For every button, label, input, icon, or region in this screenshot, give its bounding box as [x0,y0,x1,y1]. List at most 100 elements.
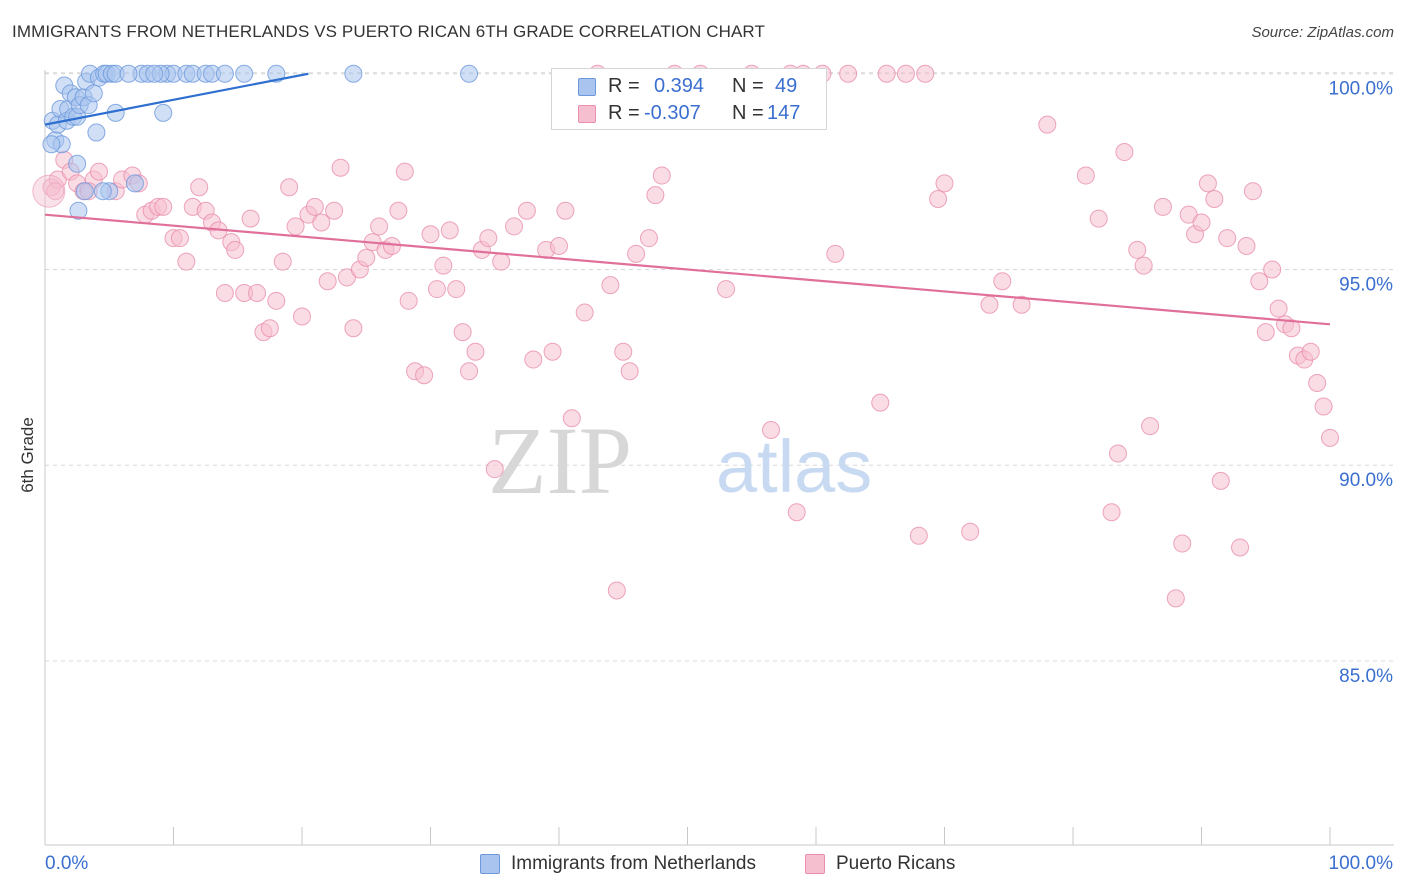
puerto-ricans-point [357,248,376,267]
stats-row-puerto-ricans: R = -0.307 N = 147 [552,99,826,127]
puerto-ricans-point [652,166,671,185]
puerto-ricans-point [1218,229,1237,248]
puerto-ricans-point [1102,503,1121,522]
puerto-ricans-point [305,197,324,216]
puerto-ricans-point [1134,256,1153,275]
puerto-ricans-point [485,460,504,479]
x-tick-label-min: 0.0% [45,853,88,874]
chart-title: IMMIGRANTS FROM NETHERLANDS VS PUERTO RI… [12,22,765,41]
puerto-ricans-point [505,217,524,236]
puerto-ricans-point [1301,342,1320,361]
puerto-ricans-point [280,178,299,197]
puerto-ricans-point [415,366,434,385]
y-tick-label: 100.0% [1329,79,1394,100]
puerto-ricans-point [286,217,305,236]
netherlands-points [42,64,479,220]
puerto-ricans-point [318,272,337,291]
puerto-ricans-point [620,362,639,381]
watermark-atlas: atlas [716,425,872,508]
puerto-ricans-point [1173,534,1192,553]
tick-labels: 85.0% 90.0% 95.0% 100.0% 0.0% 100.0% [45,79,1393,874]
puerto-ricans-point [427,280,446,299]
puerto-ricans-point [260,319,279,338]
netherlands-point [69,201,88,220]
puerto-ricans-point [980,295,999,314]
puerto-ricans-point [440,221,459,240]
netherlands-swatch [578,78,596,96]
legend-puerto-ricans-swatch [805,854,825,874]
grid-lines [45,72,1394,662]
puerto-ricans-point [395,162,414,181]
puerto-ricans-point [331,158,350,177]
puerto-ricans-point [479,229,498,248]
puerto-ricans-point [447,280,466,299]
puerto-ricans-point [267,291,286,310]
puerto-ricans-point [46,182,65,201]
stats-legend: R = 0.394 N = 49 R = -0.307 N = 147 [551,68,827,130]
legend-netherlands-label: Immigrants from Netherlands [511,853,756,874]
puerto-ricans-point [89,162,108,181]
puerto-ricans-point [325,201,344,220]
netherlands-point [344,64,363,83]
puerto-ricans-point [896,64,915,83]
puerto-ricans-point [877,64,896,83]
puerto-ricans-point [787,503,806,522]
puerto-ricans-point [1314,397,1333,416]
puerto-ricans-point [575,303,594,322]
puerto-ricans-point [389,201,408,220]
puerto-ricans-point [1256,323,1275,342]
n-label: N = [732,102,764,124]
puerto-ricans-point [1115,143,1134,162]
stats-row-netherlands: R = 0.394 N = 49 [552,72,826,100]
n-label: N = [732,75,764,97]
watermark: ZIP atlas [488,407,872,514]
puerto-ricans-point [492,252,511,271]
puerto-ricans-point [344,319,363,338]
netherlands-point [460,64,479,83]
puerto-ricans-point [601,276,620,295]
legend-puerto-ricans-label: Puerto Ricans [836,853,956,874]
puerto-ricans-point [614,342,633,361]
x-tick-label-max: 100.0% [1329,853,1394,874]
puerto-ricans-point [226,240,245,259]
puerto-ricans-point [1166,589,1185,608]
puerto-ricans-point [935,174,954,193]
puerto-ricans-point [916,64,935,83]
puerto-ricans-point [170,229,189,248]
puerto-ricans-point [1089,209,1108,228]
netherlands-point [84,84,103,103]
watermark-zip: ZIP [488,407,632,514]
puerto-ricans-point [1153,197,1172,216]
puerto-ricans-point [556,201,575,220]
puerto-ricans-swatch [578,105,596,123]
r-value: 0.394 [654,75,705,97]
netherlands-point [42,135,61,154]
puerto-ricans-point [562,409,581,428]
netherlands-point [75,182,94,201]
puerto-ricans-point [273,252,292,271]
series-legend: Immigrants from Netherlands Puerto Rican… [0,852,1406,878]
puerto-ricans-point [909,526,928,545]
puerto-ricans-point [646,186,665,205]
puerto-ricans-point [1231,538,1250,557]
puerto-ricans-point [466,342,485,361]
source-label: Source: ZipAtlas.com [1251,24,1394,41]
puerto-ricans-point [1282,319,1301,338]
puerto-ricans-point [1269,299,1288,318]
puerto-ricans-point [826,244,845,263]
puerto-ricans-point [190,178,209,197]
legend-netherlands-swatch [480,854,500,874]
puerto-ricans-point [177,252,196,271]
puerto-ricans-point [1263,260,1282,279]
puerto-ricans-point [1308,374,1327,393]
y-tick-label: 90.0% [1339,470,1393,491]
netherlands-point [125,174,144,193]
netherlands-point [154,103,173,122]
puerto-ricans-point [241,209,260,228]
puerto-ricans-point [1237,237,1256,256]
puerto-ricans-point [154,197,173,216]
puerto-ricans-point [524,350,543,369]
puerto-ricans-points [32,64,1339,608]
puerto-ricans-point [215,283,234,302]
